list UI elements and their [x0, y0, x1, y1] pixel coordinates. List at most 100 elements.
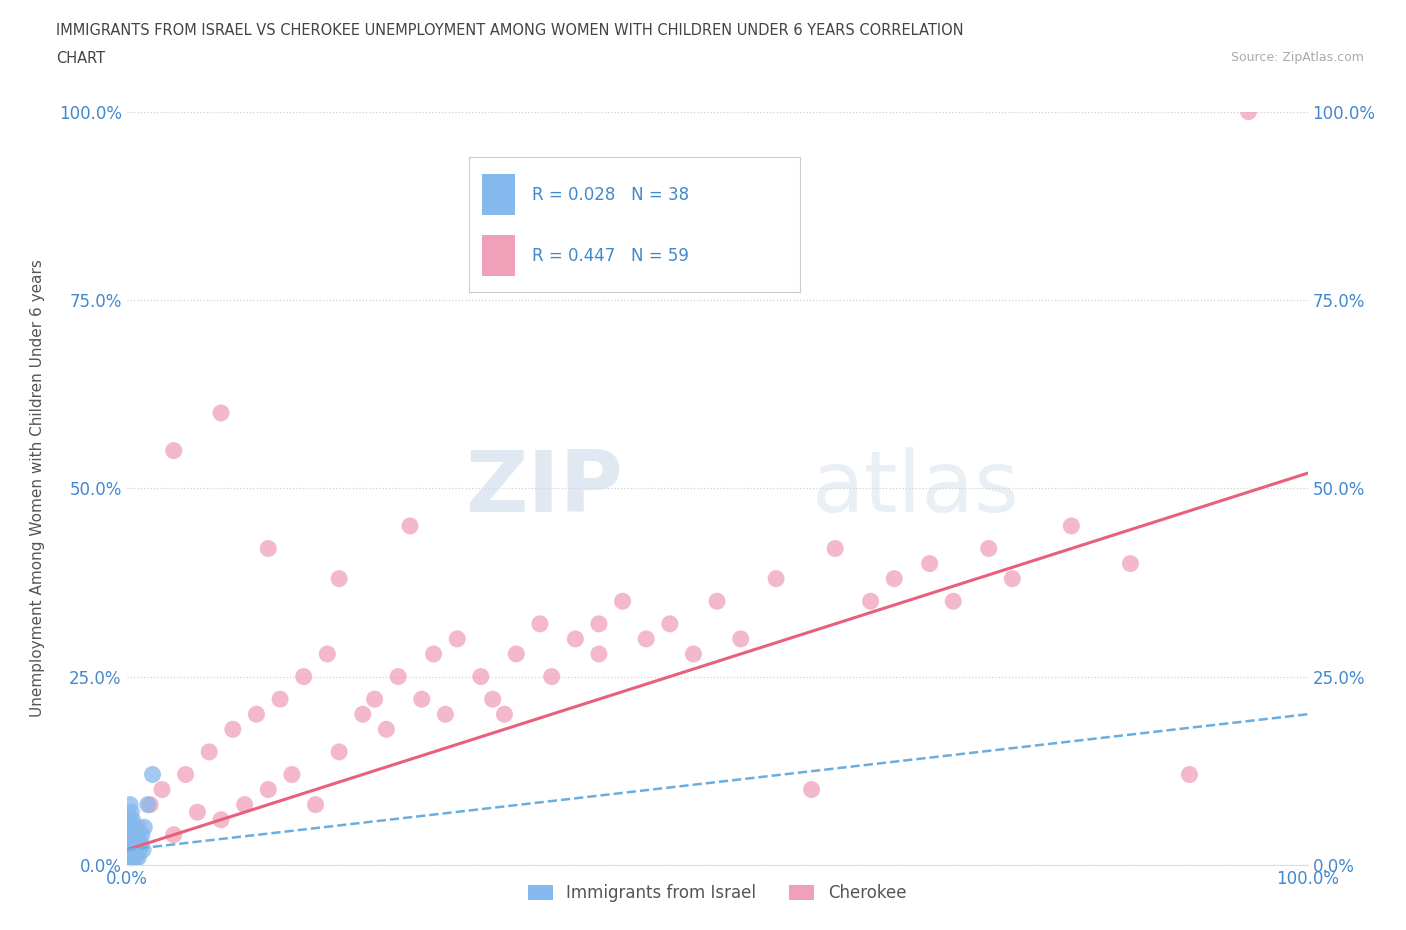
Point [120, 850, 142, 865]
Point [186, 804, 208, 819]
Point [120, 804, 142, 819]
Point [730, 631, 752, 646]
Y-axis label: Unemployment Among Women with Children Under 6 years: Unemployment Among Women with Children U… [30, 259, 45, 717]
Point [1119, 556, 1142, 571]
Point [150, 782, 173, 797]
Point [127, 835, 149, 850]
Point [131, 828, 153, 843]
Point [118, 820, 141, 835]
Point [883, 571, 905, 586]
Point [375, 722, 398, 737]
Point [257, 541, 280, 556]
Point [122, 850, 145, 865]
Point [134, 820, 156, 835]
Point [316, 646, 339, 661]
Text: atlas: atlas [811, 446, 1019, 530]
Point [859, 594, 882, 609]
Point [942, 594, 965, 609]
Point [198, 745, 221, 760]
Point [127, 850, 149, 865]
Text: ZIP: ZIP [465, 446, 623, 530]
Point [127, 843, 149, 857]
Point [540, 670, 562, 684]
Point [800, 782, 823, 797]
Point [233, 797, 256, 812]
Point [352, 707, 374, 722]
Point [120, 850, 142, 865]
Point [125, 850, 148, 865]
Point [121, 835, 143, 850]
Point [129, 835, 152, 850]
Point [446, 631, 468, 646]
Point [120, 828, 142, 843]
Point [139, 797, 162, 812]
Point [1060, 519, 1083, 534]
Point [117, 843, 139, 857]
Point [977, 541, 1000, 556]
Point [128, 843, 150, 857]
Point [174, 767, 197, 782]
Point [120, 812, 142, 827]
Point [122, 843, 145, 857]
Text: Source: ZipAtlas.com: Source: ZipAtlas.com [1230, 51, 1364, 64]
Point [422, 646, 444, 661]
Point [132, 843, 155, 857]
Point [564, 631, 586, 646]
Point [706, 594, 728, 609]
Point [163, 828, 186, 843]
Point [118, 850, 141, 865]
Point [209, 405, 232, 420]
Point [124, 820, 146, 835]
Point [121, 843, 143, 857]
Legend: Immigrants from Israel, Cherokee: Immigrants from Israel, Cherokee [527, 884, 907, 902]
Point [120, 835, 142, 850]
Point [387, 670, 409, 684]
Point [257, 782, 280, 797]
Point [222, 722, 245, 737]
Point [141, 767, 163, 782]
Point [470, 670, 492, 684]
Point [120, 820, 142, 835]
Point [399, 519, 422, 534]
Point [612, 594, 634, 609]
Point [1178, 767, 1201, 782]
Point [328, 745, 350, 760]
Point [269, 692, 291, 707]
Point [209, 812, 232, 827]
Point [120, 797, 142, 812]
Point [163, 444, 186, 458]
Point [122, 828, 145, 843]
Point [434, 707, 457, 722]
Point [118, 835, 141, 850]
Point [658, 617, 681, 631]
Point [1001, 571, 1024, 586]
Point [304, 797, 326, 812]
Point [481, 692, 503, 707]
Text: IMMIGRANTS FROM ISRAEL VS CHEROKEE UNEMPLOYMENT AMONG WOMEN WITH CHILDREN UNDER : IMMIGRANTS FROM ISRAEL VS CHEROKEE UNEMP… [56, 23, 965, 38]
Point [918, 556, 941, 571]
Point [494, 707, 516, 722]
Point [411, 692, 433, 707]
Point [765, 571, 787, 586]
Point [125, 835, 148, 850]
Point [636, 631, 658, 646]
Point [121, 812, 143, 827]
Point [281, 767, 304, 782]
Point [328, 571, 350, 586]
Point [245, 707, 267, 722]
Point [363, 692, 385, 707]
Point [120, 843, 142, 857]
Point [682, 646, 704, 661]
Point [117, 828, 139, 843]
Point [292, 670, 315, 684]
Point [588, 617, 610, 631]
Point [121, 828, 143, 843]
Point [505, 646, 527, 661]
Point [127, 828, 149, 843]
Point [136, 797, 159, 812]
Text: CHART: CHART [56, 51, 105, 66]
Point [824, 541, 846, 556]
Point [127, 820, 149, 835]
Point [588, 646, 610, 661]
Point [118, 843, 141, 857]
